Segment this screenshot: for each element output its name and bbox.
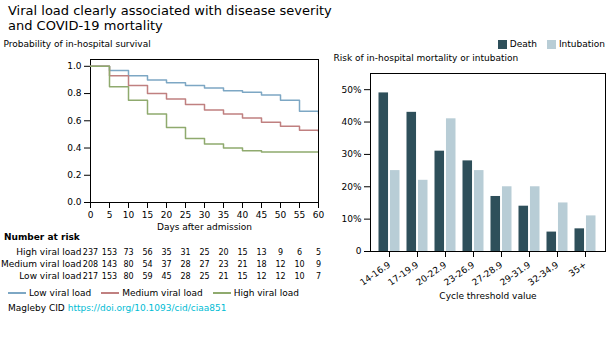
svg-text:50%: 50% (341, 85, 361, 95)
svg-text:237: 237 (83, 248, 98, 257)
svg-text:0: 0 (88, 210, 94, 220)
svg-text:14-16.9: 14-16.9 (358, 259, 392, 287)
svg-text:153: 153 (102, 272, 117, 281)
svg-text:17-19.9: 17-19.9 (386, 259, 420, 287)
svg-text:28: 28 (180, 260, 190, 269)
svg-text:55: 55 (294, 210, 305, 220)
svg-text:54: 54 (142, 260, 152, 269)
svg-text:28: 28 (180, 272, 190, 281)
svg-text:27: 27 (199, 260, 209, 269)
svg-text:15: 15 (237, 272, 247, 281)
svg-text:217: 217 (83, 272, 98, 281)
svg-text:60: 60 (313, 210, 325, 220)
svg-text:32-34.9: 32-34.9 (526, 259, 560, 287)
svg-text:73: 73 (123, 248, 133, 257)
svg-text:20: 20 (161, 210, 173, 220)
svg-text:Medium viral load: Medium viral load (1, 259, 82, 269)
svg-text:12: 12 (256, 272, 266, 281)
svg-text:50: 50 (275, 210, 287, 220)
svg-text:9: 9 (316, 260, 321, 269)
svg-text:High viral load: High viral load (16, 247, 81, 257)
html-text:High viral load: High viral load (233, 288, 299, 298)
html-text:Magleby CID https://doi.org/10: Magleby CID https://doi.org/10.1093/cid/… (8, 303, 227, 313)
svg-text:29-31.9: 29-31.9 (498, 259, 532, 287)
svg-text:21: 21 (237, 260, 247, 269)
svg-text:31: 31 (180, 248, 190, 257)
svg-text:23-26.9: 23-26.9 (442, 259, 476, 287)
svg-text:45: 45 (256, 210, 267, 220)
svg-text:21: 21 (218, 272, 228, 281)
svg-text:Low viral load: Low viral load (19, 271, 81, 281)
svg-text:45: 45 (161, 272, 171, 281)
svg-text:20-22.9: 20-22.9 (414, 259, 448, 287)
html-text:Number at risk: Number at risk (4, 232, 80, 242)
svg-text:153: 153 (102, 248, 117, 257)
svg-text:Probability of in-hospital sur: Probability of in-hospital survival (4, 39, 151, 49)
svg-text:0.4: 0.4 (67, 143, 82, 153)
svg-text:9: 9 (278, 248, 283, 257)
html-text:Intubation: Intubation (558, 39, 605, 49)
svg-text:30%: 30% (341, 149, 361, 159)
svg-text:Cycle threshold value: Cycle threshold value (439, 291, 537, 301)
html-text:Medium viral load: Medium viral load (122, 288, 203, 298)
svg-text:25: 25 (199, 248, 209, 257)
svg-text:23: 23 (218, 260, 228, 269)
svg-text:27-28.9: 27-28.9 (470, 259, 504, 287)
svg-text:40: 40 (237, 210, 249, 220)
svg-text:20: 20 (218, 248, 228, 257)
svg-text:35+: 35+ (567, 260, 588, 279)
svg-text:15: 15 (142, 210, 153, 220)
svg-text:59: 59 (142, 272, 152, 281)
svg-text:18: 18 (256, 260, 266, 269)
svg-text:0.8: 0.8 (67, 88, 82, 98)
svg-text:143: 143 (102, 260, 117, 269)
svg-text:10: 10 (294, 260, 304, 269)
svg-text:13: 13 (256, 248, 266, 257)
svg-text:7: 7 (316, 272, 321, 281)
svg-text:0: 0 (356, 246, 362, 256)
svg-text:37: 37 (161, 260, 171, 269)
svg-text:0.2: 0.2 (67, 170, 81, 180)
svg-text:5: 5 (316, 248, 321, 257)
svg-text:1.0: 1.0 (67, 61, 82, 71)
svg-text:0.6: 0.6 (67, 116, 82, 126)
html-text:Viral load clearly associated: Viral load clearly associated with disea… (8, 3, 332, 33)
svg-text:208: 208 (83, 260, 98, 269)
html-text:Death: Death (509, 39, 537, 49)
svg-text:25: 25 (180, 210, 191, 220)
svg-text:10: 10 (123, 210, 135, 220)
svg-text:20%: 20% (341, 182, 361, 192)
svg-text:10: 10 (294, 272, 304, 281)
svg-text:Risk of in-hospital mortality: Risk of in-hospital mortality or intubat… (334, 53, 519, 63)
html-text:Low viral load: Low viral load (29, 288, 92, 298)
svg-text:Days after admission: Days after admission (157, 222, 252, 232)
svg-text:35: 35 (161, 248, 171, 257)
svg-text:56: 56 (142, 248, 152, 257)
svg-text:40%: 40% (341, 117, 361, 127)
svg-text:35: 35 (218, 210, 229, 220)
svg-text:15: 15 (237, 248, 247, 257)
svg-text:80: 80 (123, 272, 133, 281)
svg-text:6: 6 (297, 248, 302, 257)
svg-text:12: 12 (275, 260, 285, 269)
svg-text:10%: 10% (341, 214, 361, 224)
svg-text:25: 25 (199, 272, 209, 281)
svg-text:5: 5 (107, 210, 113, 220)
svg-text:80: 80 (123, 260, 133, 269)
svg-text:0.0: 0.0 (67, 197, 82, 207)
svg-text:30: 30 (199, 210, 211, 220)
svg-text:12: 12 (275, 272, 285, 281)
